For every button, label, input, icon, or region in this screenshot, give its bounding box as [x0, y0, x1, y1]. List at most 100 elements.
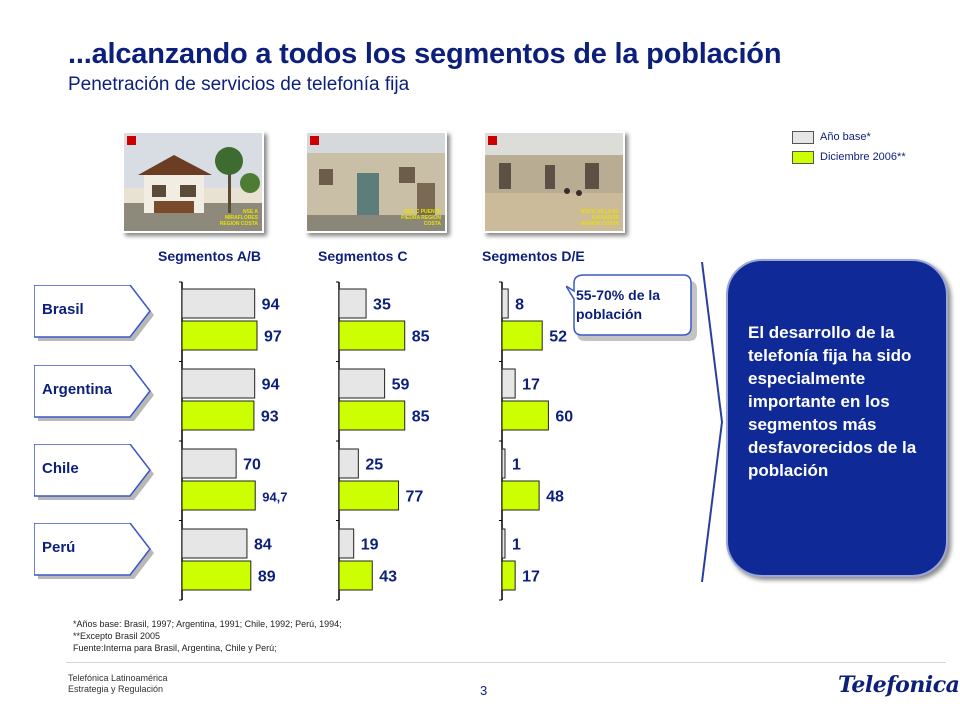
- chart-legend: Año base* Diciembre 2006**: [792, 127, 906, 167]
- data-label-base: 59: [392, 377, 410, 394]
- legend-label-dec: Diciembre 2006**: [820, 151, 906, 163]
- data-label-dec: 17: [522, 569, 540, 586]
- legend-label-base: Año base*: [820, 131, 871, 143]
- bar-dec: [501, 560, 516, 591]
- country-name: Brasil: [42, 301, 84, 318]
- data-label-dec: 52: [549, 329, 567, 346]
- country-arrow-shape: [34, 285, 154, 341]
- bar-dec: [501, 320, 543, 351]
- country-name: Perú: [42, 539, 76, 556]
- country-label-chile: Chile: [34, 444, 154, 500]
- bar-dec: [338, 320, 406, 351]
- photo-tag: NSE E VILLA EL SALVADOR REGION COSTA: [580, 209, 619, 227]
- data-label-base: 94: [262, 297, 280, 314]
- bar-dec: [338, 560, 373, 591]
- photo-tag: NSE C PUENTE PIEDRA REGION COSTA: [401, 209, 441, 227]
- footer-company: Telefónica Latinoamérica Estrategia y Re…: [68, 673, 168, 695]
- footnote-source: Fuente:Interna para Brasil, Argentina, C…: [73, 643, 277, 653]
- bar-dec: [181, 400, 255, 431]
- country-name: Argentina: [42, 381, 113, 398]
- data-label-dec: 97: [264, 329, 282, 346]
- data-label-base: 70: [243, 457, 261, 474]
- country-arrow-shape: [34, 444, 154, 500]
- data-label-dec: 60: [555, 409, 573, 426]
- data-label-dec: 85: [412, 329, 430, 346]
- data-label-base: 94: [262, 377, 280, 394]
- data-label-base: 25: [365, 457, 383, 474]
- legend-item-base: Año base*: [792, 127, 906, 147]
- footnote-exception: **Excepto Brasil 2005: [73, 631, 161, 641]
- page-number: 3: [480, 683, 488, 698]
- data-label-base: 84: [254, 537, 272, 554]
- conclusion-box: El desarrollo de la telefonía fija ha si…: [726, 259, 948, 577]
- bar-base: [181, 448, 237, 479]
- segment-heading-ab: Segmentos A/B: [158, 248, 261, 264]
- bar-base: [338, 448, 359, 479]
- footnotes: *Años base: Brasil, 1997; Argentina, 199…: [73, 618, 342, 654]
- photo-segment-de: NSE E VILLA EL SALVADOR REGION COSTA: [483, 131, 625, 233]
- segment-heading-de: Segmentos D/E: [482, 248, 585, 264]
- bar-dec: [181, 480, 256, 511]
- bar-dec: [338, 400, 406, 431]
- page-title: ...alcanzando a todos los segmentos de l…: [68, 38, 782, 70]
- data-label-base: 17: [522, 377, 540, 394]
- bar-dec: [338, 480, 400, 511]
- data-label-dec: 43: [379, 569, 397, 586]
- house-de-illustration: [485, 133, 623, 231]
- bar-dec: [181, 320, 258, 351]
- conclusion-text: El desarrollo de la telefonía fija ha si…: [748, 323, 917, 480]
- data-label-base: 8: [515, 297, 524, 314]
- legend-item-dec: Diciembre 2006**: [792, 147, 906, 167]
- country-label-argentina: Argentina: [34, 365, 154, 421]
- house-ab-illustration: [124, 133, 262, 231]
- bar-base: [501, 528, 506, 559]
- bar-base: [338, 368, 386, 399]
- callout-bubble-shape: [566, 274, 697, 341]
- data-label-base: 19: [361, 537, 379, 554]
- data-label-dec: 94,7: [262, 490, 287, 505]
- bar-base: [338, 528, 355, 559]
- page-subtitle: Penetración de servicios de telefonía fi…: [68, 74, 410, 95]
- footer-divider: [66, 662, 946, 663]
- legend-swatch-base: [792, 130, 814, 144]
- population-callout: 55-70% de la población: [566, 272, 697, 341]
- data-label-base: 1: [512, 457, 521, 474]
- bar-base: [181, 288, 256, 319]
- bar-dec: [181, 560, 252, 591]
- data-label-dec: 85: [412, 409, 430, 426]
- data-label-dec: 48: [546, 489, 564, 506]
- conclusion-chevron-shape: [701, 262, 724, 582]
- photo-logo-icon: [310, 136, 319, 145]
- photo-tag: NSE A MIRAFLORES REGION COSTA: [219, 209, 258, 227]
- footer-company-line2: Estrategia y Regulación: [68, 684, 164, 694]
- bar-base: [338, 288, 367, 319]
- bar-base: [181, 528, 248, 559]
- bar-base: [501, 288, 509, 319]
- photo-logo-icon: [127, 136, 136, 145]
- photo-segment-c: NSE C PUENTE PIEDRA REGION COSTA: [305, 131, 447, 233]
- footnote-base-years: *Años base: Brasil, 1997; Argentina, 199…: [73, 619, 342, 629]
- photo-logo-icon: [488, 136, 497, 145]
- data-label-dec: 89: [258, 569, 276, 586]
- legend-swatch-dec: [792, 150, 814, 164]
- country-label-brasil: Brasil: [34, 285, 154, 341]
- photo-segment-ab: NSE A MIRAFLORES REGION COSTA: [122, 131, 264, 233]
- house-c-illustration: [307, 133, 445, 231]
- data-label-base: 35: [373, 297, 391, 314]
- data-label-dec: 77: [406, 489, 424, 506]
- data-label-dec: 93: [261, 409, 279, 426]
- country-name: Chile: [42, 460, 79, 477]
- callout-text: 55-70% de la población: [576, 287, 661, 322]
- segment-heading-c: Segmentos C: [318, 248, 408, 264]
- bar-dec: [501, 480, 540, 511]
- brand-logo: Telefonica: [838, 672, 960, 698]
- bar-base: [501, 448, 506, 479]
- country-label-peru: Perú: [34, 523, 154, 579]
- country-arrow-shape: [34, 365, 154, 421]
- footer-company-line1: Telefónica Latinoamérica: [68, 673, 168, 683]
- data-label-base: 1: [512, 537, 521, 554]
- country-arrow-shape: [34, 523, 154, 579]
- bar-base: [501, 368, 516, 399]
- bar-base: [181, 368, 256, 399]
- bar-dec: [501, 400, 549, 431]
